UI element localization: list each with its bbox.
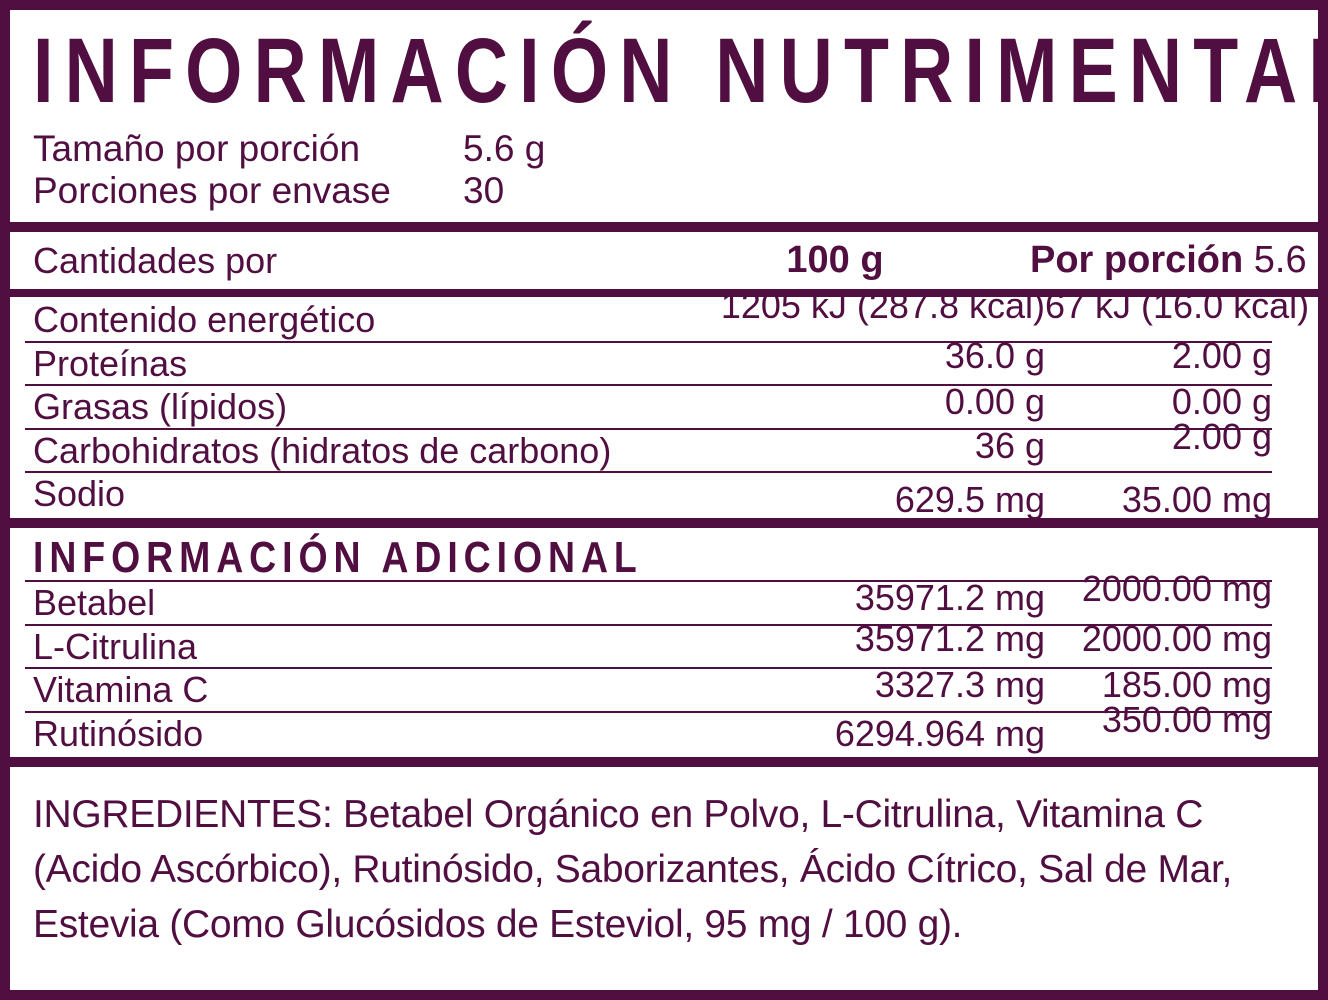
- additional-info-panel: INFORMACIÓN ADICIONAL Betabel 35971.2 mg…: [10, 528, 1318, 757]
- nutrient-per-portion: 35.00 mg: [1121, 479, 1272, 521]
- nutrient-label: Proteínas: [33, 342, 188, 384]
- table-row: Rutinósido 6294.964 mg 350.00 mg: [10, 699, 1318, 757]
- additional-per-100g: 3327.3 mg: [874, 664, 1045, 705]
- table-header-panel: Cantidades por 100 g Por porción 5.6 g: [10, 232, 1328, 289]
- nutrient-table: Contenido energético 1205 kJ (287.8 kcal…: [10, 285, 1318, 520]
- additional-per-100g: 35971.2 mg: [854, 577, 1045, 618]
- title-panel: INFORMACIÓN NUTRIMENTAL Tamaño por porci…: [10, 10, 1328, 222]
- serving-size-label: Tamaño por porción: [33, 128, 361, 169]
- nutrient-per-100g: 1205 kJ (287.8 kcal): [720, 285, 1045, 326]
- additional-per-portion: 350.00 mg: [1101, 698, 1272, 740]
- nutrient-label: Carbohidratos (hidratos de carbono): [33, 429, 612, 471]
- servings-per-container-value: 30: [463, 170, 505, 211]
- additional-label: Betabel: [33, 582, 156, 623]
- table-row: Grasas (lípidos) 0.00 g 0.00 g: [10, 381, 1318, 430]
- nutrient-per-100g: 36.0 g: [944, 334, 1045, 376]
- additional-per-100g: 6294.964 mg: [834, 712, 1045, 754]
- additional-info-title: INFORMACIÓN ADICIONAL: [33, 533, 643, 582]
- servings-per-container-label: Porciones por envase: [33, 170, 391, 211]
- additional-label: Vitamina C: [33, 669, 209, 710]
- table-row: Sodio 629.5 mg 35.00 mg: [10, 473, 1318, 520]
- additional-info-header: INFORMACIÓN ADICIONAL: [10, 534, 1318, 582]
- nutrient-per-portion: 2.00 g: [1171, 334, 1272, 376]
- nutrient-per-portion: 67 kJ (16.0 kcal): [1045, 285, 1310, 326]
- nutrient-per-100g: 0.00 g: [944, 381, 1045, 423]
- additional-per-portion: 2000.00 mg: [1081, 568, 1272, 609]
- table-row: Proteínas 36.0 g 2.00 g: [10, 335, 1318, 387]
- serving-size-row: Tamaño por porción 5.6 g: [33, 128, 1318, 170]
- nutrient-per-portion: 2.00 g: [1171, 415, 1272, 457]
- nutrient-per-100g: 629.5 mg: [894, 479, 1045, 521]
- nutrient-per-100g: 36 g: [974, 424, 1045, 466]
- table-row: Contenido energético 1205 kJ (287.8 kcal…: [10, 285, 1318, 343]
- page-title: INFORMACIÓN NUTRIMENTAL: [33, 20, 1328, 122]
- table-row: Vitamina C 3327.3 mg 185.00 mg: [10, 664, 1318, 713]
- table-row: L-Citrulina 35971.2 mg 2000.00 mg: [10, 618, 1318, 670]
- ingredients-panel: INGREDIENTES: Betabel Orgánico en Polvo,…: [10, 767, 1318, 990]
- additional-per-portion: 185.00 mg: [1101, 664, 1272, 705]
- serving-size-value: 5.6 g: [463, 128, 546, 169]
- ingredients-text: INGREDIENTES: Betabel Orgánico en Polvo,…: [33, 793, 1233, 946]
- nutrient-label: Sodio: [33, 473, 126, 515]
- additional-label: L-Citrulina: [33, 625, 198, 667]
- additional-label: Rutinósido: [33, 712, 204, 754]
- table-row: Betabel 35971.2 mg 2000.00 mg: [10, 568, 1318, 626]
- col-header-portion: Por porción 5.6 g: [1030, 239, 1328, 282]
- nutrient-label: Contenido energético: [33, 299, 376, 340]
- servings-per-container-row: Porciones por envase 30: [33, 170, 1318, 212]
- col-header-portion-value: 5.6 g: [1253, 239, 1328, 281]
- nutrient-label: Grasas (lípidos): [33, 386, 288, 428]
- nutrient-per-portion: 0.00 g: [1171, 381, 1272, 423]
- col-header-100g: 100 g: [786, 239, 884, 281]
- serving-info: Tamaño por porción 5.6 g Porciones por e…: [33, 128, 1318, 212]
- table-row: Carbohidratos (hidratos de carbono) 36 g…: [10, 416, 1318, 474]
- amounts-per-label: Cantidades por: [33, 239, 278, 281]
- additional-per-100g: 35971.2 mg: [854, 617, 1045, 659]
- additional-per-portion: 2000.00 mg: [1081, 617, 1272, 659]
- col-header-portion-bold: Por porción: [1030, 239, 1244, 281]
